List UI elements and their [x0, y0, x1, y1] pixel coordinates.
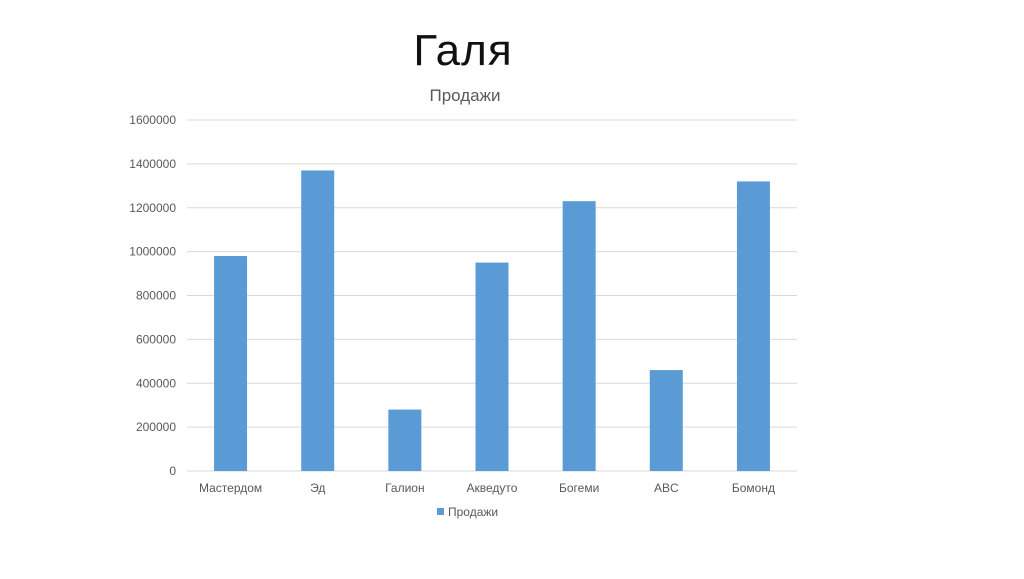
y-tick-label: 1400000: [129, 157, 176, 171]
legend-swatch: [437, 508, 444, 515]
chart-title: Продажи: [430, 86, 501, 105]
x-axis-tick-labels: Мастердом Эд Галион Акведуто Богеми ABC Бомонд: [199, 481, 775, 495]
bar: [301, 170, 335, 472]
bar: [736, 181, 770, 472]
x-tick-label: Галион: [385, 481, 425, 495]
legend-label: Продажи: [448, 505, 498, 519]
y-tick-label: 1000000: [129, 245, 176, 259]
bar: [214, 256, 248, 471]
slide-title: Галя: [413, 26, 513, 75]
x-tick-label: ABC: [654, 481, 679, 495]
x-tick-label: Акведуто: [467, 481, 518, 495]
bars: [214, 170, 770, 472]
y-tick-label: 600000: [136, 332, 176, 346]
y-tick-label: 800000: [136, 289, 176, 303]
bar: [649, 370, 683, 471]
bar: [562, 201, 596, 471]
x-tick-label: Эд: [310, 481, 325, 495]
bar: [475, 262, 509, 471]
y-tick-label: 1200000: [129, 201, 176, 215]
y-tick-label: 200000: [136, 420, 176, 434]
y-tick-label: 1600000: [129, 113, 176, 127]
x-tick-label: Мастердом: [199, 481, 262, 495]
x-tick-label: Бомонд: [732, 481, 775, 495]
x-tick-label: Богеми: [559, 481, 599, 495]
bar: [388, 409, 422, 471]
chart-legend: Продажи: [437, 505, 498, 519]
y-tick-label: 400000: [136, 376, 176, 390]
y-axis-tick-labels: 0 200000 400000 600000 800000 1000000 1200000 1…: [129, 113, 176, 478]
y-tick-label: 0: [169, 464, 176, 478]
